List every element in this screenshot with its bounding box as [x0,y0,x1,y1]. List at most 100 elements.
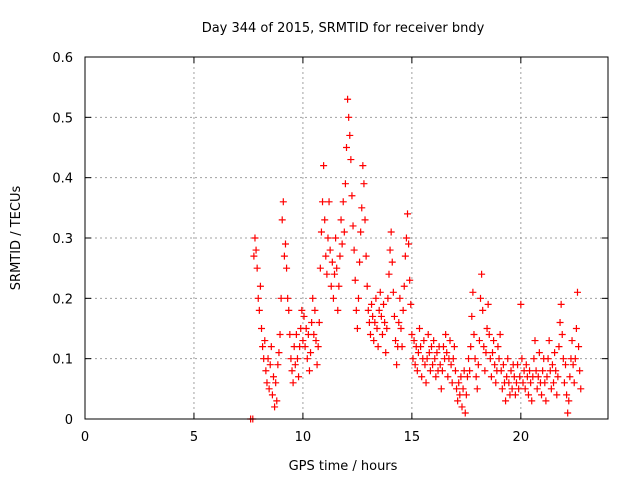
data-point [559,355,567,363]
data-point [433,349,441,357]
data-point [264,355,272,363]
data-point [313,361,321,369]
data-point [485,331,493,339]
data-point [524,391,532,399]
data-point [351,276,359,284]
x-tick-label: 0 [81,430,89,445]
data-point [374,343,382,351]
data-point [331,270,339,278]
data-point [271,403,279,411]
data-point [258,325,266,332]
data-point [347,156,355,164]
data-point [348,192,356,200]
data-point [427,343,435,351]
data-point [298,306,306,314]
data-point [521,385,529,393]
data-point [268,391,276,399]
data-point [317,228,325,236]
data-point [424,331,432,339]
data-point [544,355,552,363]
chart-title: Day 344 of 2015, SRMTID for receiver bnd… [202,21,485,36]
data-point [354,294,362,302]
data-point [397,325,405,332]
data-point [449,355,457,363]
data-point [479,306,487,314]
data-point [328,258,336,266]
data-point [431,355,439,363]
x-tick-label: 15 [404,430,421,445]
data-point [395,318,403,326]
data-point [471,355,479,363]
data-point [255,306,263,314]
data-point [392,337,400,345]
data-point [266,361,274,369]
data-point [401,252,409,260]
data-point [284,294,292,302]
data-point [382,349,390,357]
data-point [534,373,542,381]
data-point [554,373,562,381]
data-point [393,361,401,369]
data-point [436,361,444,369]
data-point [253,264,261,272]
data-point [385,270,393,278]
data-point [380,300,388,308]
data-point [429,361,437,369]
data-point [343,144,350,151]
data-point [378,331,386,339]
data-point [287,355,295,363]
y-tick-label: 0.6 [52,51,73,66]
y-tick-label: 0.3 [52,232,73,247]
data-point [413,367,421,375]
data-point [308,318,316,326]
data-point [366,331,374,339]
data-point [539,367,547,375]
data-point [455,379,463,387]
data-point [499,361,507,369]
data-point [301,343,309,351]
data-point [467,343,475,351]
data-point [487,373,495,381]
data-point [450,343,458,351]
data-point [416,325,424,332]
data-point [456,391,464,399]
data-point [289,379,297,387]
data-point [453,385,461,393]
data-point [444,373,452,381]
data-point [541,379,549,387]
data-point [344,95,352,103]
data-point [311,306,319,314]
data-point [484,300,492,308]
data-point [285,306,293,314]
data-point [531,337,539,345]
data-point [469,288,477,296]
data-point [369,312,377,320]
data-point [265,385,273,393]
data-point [532,367,540,375]
data-point [514,361,522,369]
data-point [470,331,478,339]
data-point [375,306,383,314]
data-point [406,276,414,284]
data-point [279,198,287,206]
data-point [454,397,462,405]
data-point [504,355,512,363]
data-point [478,270,486,278]
data-point [337,216,345,224]
data-point [278,216,286,224]
data-point [384,294,392,302]
data-point [252,246,260,254]
data-point [334,306,342,314]
data-point [542,397,550,405]
data-point [515,385,523,393]
data-point [572,325,580,332]
y-tick-label: 0 [65,413,73,428]
data-point [550,379,558,387]
y-axis-label: SRMTID / TECUs [9,186,24,291]
data-point [443,349,451,357]
data-point [430,337,438,345]
data-point [495,355,503,363]
data-point [250,252,258,260]
data-point [528,397,536,405]
